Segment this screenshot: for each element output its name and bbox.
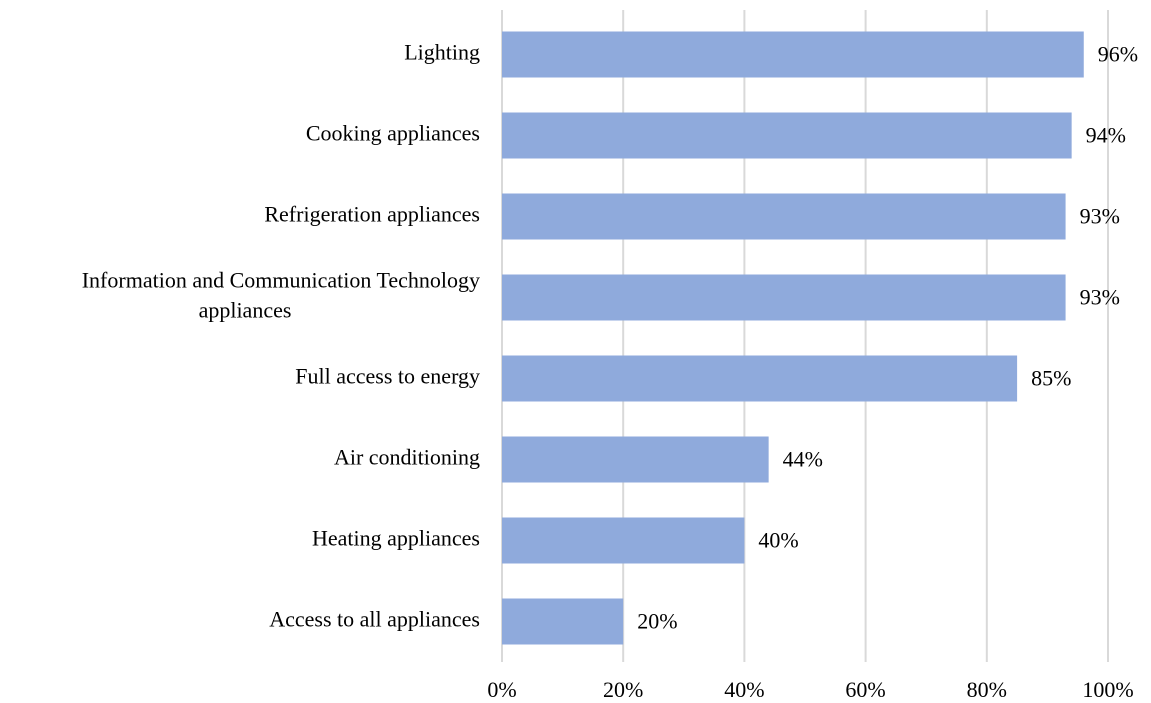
data-label: 44%: [783, 447, 823, 472]
bar: [502, 355, 1018, 402]
bar: [502, 517, 745, 564]
y-tick-label: Access to all appliances: [269, 607, 480, 632]
bar: [502, 274, 1066, 321]
x-tick-label: 80%: [967, 677, 1007, 702]
data-label: 85%: [1031, 366, 1071, 391]
y-tick-label: Lighting: [404, 40, 480, 65]
x-tick-label: 60%: [845, 677, 885, 702]
data-label: 96%: [1098, 42, 1138, 67]
data-label: 94%: [1086, 123, 1126, 148]
data-label: 20%: [637, 609, 677, 634]
y-tick-label: Heating appliances: [312, 526, 480, 551]
data-label: 93%: [1080, 285, 1120, 310]
x-tick-label: 0%: [487, 677, 516, 702]
x-tick-label: 20%: [603, 677, 643, 702]
data-label: 40%: [758, 528, 798, 553]
bar: [502, 193, 1066, 240]
x-tick-label: 100%: [1082, 677, 1133, 702]
y-tick-label: Full access to energy: [295, 364, 480, 389]
bar: [502, 436, 769, 483]
y-tick-label: Refrigeration appliances: [264, 202, 480, 227]
x-tick-label: 40%: [724, 677, 764, 702]
data-label: 93%: [1080, 204, 1120, 229]
y-tick-label: Air conditioning: [334, 445, 480, 470]
bar: [502, 112, 1072, 159]
y-tick-label: Cooking appliances: [306, 121, 480, 146]
bar: [502, 598, 624, 645]
bar: [502, 31, 1084, 78]
y-tick-label: Information and Communication Technology…: [82, 268, 480, 323]
